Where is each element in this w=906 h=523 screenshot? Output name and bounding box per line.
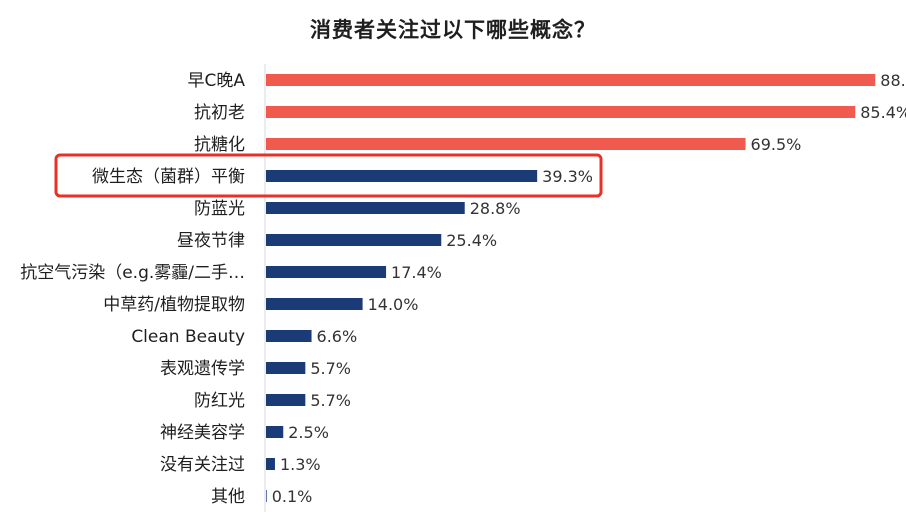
bar: [266, 426, 284, 438]
value-label: 5.7%: [310, 359, 351, 378]
bar: [266, 170, 538, 182]
bar: [266, 202, 465, 214]
value-label: 2.5%: [288, 423, 329, 442]
category-label: 抗初老: [194, 103, 245, 123]
value-label: 39.3%: [542, 167, 593, 186]
bar: [266, 298, 363, 310]
category-label: 防红光: [194, 391, 245, 411]
value-label: 25.4%: [446, 231, 497, 250]
value-label: 5.7%: [310, 391, 351, 410]
value-label: 88.3%: [880, 71, 906, 90]
chart-title: 消费者关注过以下哪些概念？: [310, 18, 596, 42]
category-label: 没有关注过: [160, 455, 245, 475]
category-label: 神经美容学: [160, 423, 245, 443]
category-label: 其他: [211, 487, 245, 507]
category-label: 早C晚A: [188, 71, 246, 91]
bar: [266, 106, 856, 118]
value-label: 69.5%: [751, 135, 802, 154]
category-label: 表观遗传学: [160, 359, 245, 379]
bar: [266, 74, 876, 86]
bar: [266, 490, 267, 502]
category-label: 中草药/植物提取物: [103, 295, 245, 315]
value-label: 0.1%: [272, 487, 313, 506]
bar: [266, 138, 746, 150]
category-label: 抗空气污染（e.g.雾霾/二手…: [20, 263, 245, 283]
value-label: 85.4%: [860, 103, 906, 122]
category-label: 防蓝光: [194, 199, 245, 219]
value-label: 17.4%: [391, 263, 442, 282]
value-label: 1.3%: [280, 455, 321, 474]
category-label: 昼夜节律: [177, 231, 245, 251]
category-label: Clean Beauty: [131, 327, 245, 347]
category-label: 抗糖化: [194, 135, 245, 155]
bar: [266, 394, 306, 406]
value-label: 6.6%: [317, 327, 358, 346]
value-label: 28.8%: [470, 199, 521, 218]
category-label: 微生态（菌群）平衡: [92, 167, 245, 187]
bar: [266, 234, 442, 246]
bar: [266, 362, 306, 374]
bar: [266, 458, 275, 470]
value-label: 14.0%: [368, 295, 419, 314]
bar: [266, 330, 312, 342]
highlight-box: [54, 153, 603, 198]
bar: [266, 266, 387, 278]
